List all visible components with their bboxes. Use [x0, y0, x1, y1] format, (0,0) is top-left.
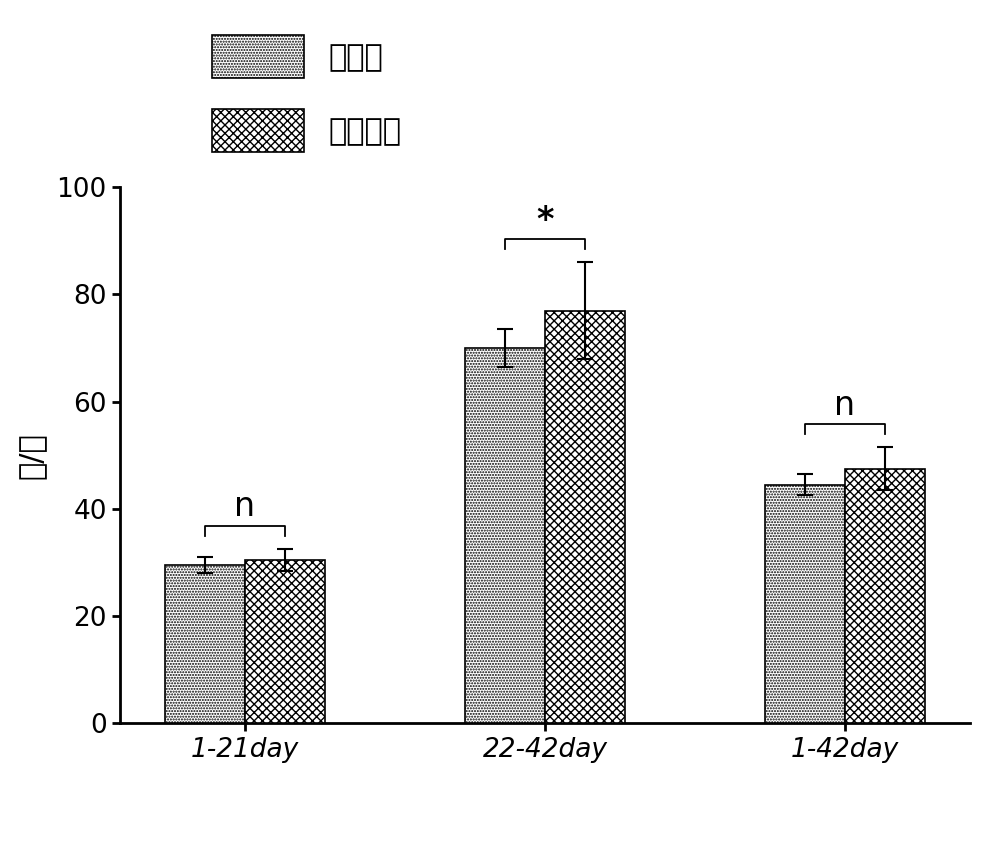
Bar	[465, 348, 545, 723]
Legend: 对照组, 益生菌组: 对照组, 益生菌组	[203, 26, 411, 161]
Y-axis label: 克/天: 克/天	[16, 432, 45, 478]
Text: *: *	[536, 203, 554, 237]
Bar	[545, 311, 625, 723]
Bar	[765, 485, 845, 723]
Bar	[165, 565, 245, 723]
Bar	[245, 560, 325, 723]
Text: n: n	[234, 490, 256, 523]
Bar	[845, 469, 925, 723]
Text: n: n	[834, 389, 856, 421]
